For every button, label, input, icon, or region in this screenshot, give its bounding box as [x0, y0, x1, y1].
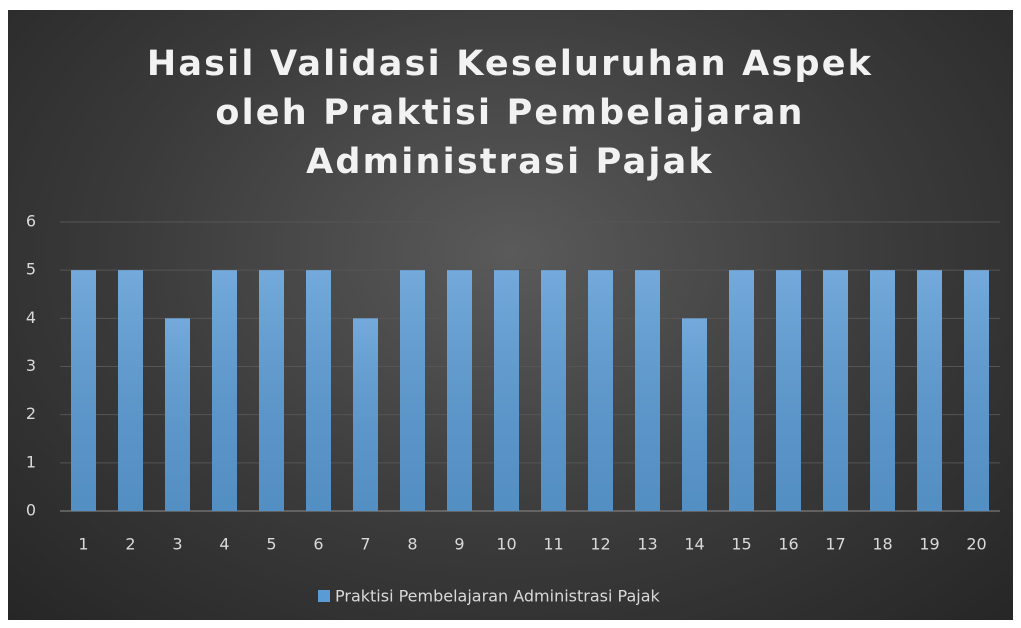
bar-shade — [917, 270, 942, 511]
bar-shade — [964, 270, 989, 511]
bar-shade — [259, 270, 284, 511]
x-tick-label: 11 — [543, 535, 563, 554]
bar-shade — [165, 318, 190, 511]
y-tick-label: 4 — [26, 308, 36, 327]
y-tick-label: 1 — [26, 452, 36, 471]
y-tick-label: 0 — [26, 501, 36, 520]
bar-shade — [494, 270, 519, 511]
x-tick-label: 12 — [590, 535, 610, 554]
bar-shade — [212, 270, 237, 511]
bar-shade — [447, 270, 472, 511]
x-tick-label: 13 — [637, 535, 657, 554]
x-tick-label: 3 — [172, 535, 182, 554]
x-tick-label: 1 — [78, 535, 88, 554]
bar-shade — [118, 270, 143, 511]
x-tick-label: 20 — [966, 535, 986, 554]
chart-frame: Hasil Validasi Keseluruhan Aspek oleh Pr… — [8, 10, 1013, 620]
x-tick-label: 10 — [496, 535, 516, 554]
bar-shade — [635, 270, 660, 511]
x-tick-label: 4 — [219, 535, 229, 554]
legend-swatch — [318, 590, 330, 602]
x-tick-label: 2 — [125, 535, 135, 554]
chart-title: Hasil Validasi Keseluruhan Aspek oleh Pr… — [146, 44, 874, 182]
legend-label: Praktisi Pembelajaran Administrasi Pajak — [335, 587, 661, 606]
x-tick-label: 8 — [407, 535, 417, 554]
y-tick-label: 3 — [26, 356, 36, 375]
x-tick-label: 14 — [684, 535, 704, 554]
x-tick-label: 19 — [919, 535, 939, 554]
bar-shade — [588, 270, 613, 511]
x-tick-label: 6 — [313, 535, 323, 554]
y-tick-label: 2 — [26, 404, 36, 423]
y-tick-label: 6 — [26, 212, 36, 231]
bar-shade — [71, 270, 96, 511]
x-tick-label: 5 — [266, 535, 276, 554]
bar-shade — [729, 270, 754, 511]
x-tick-label: 9 — [454, 535, 464, 554]
x-tick-label: 18 — [872, 535, 892, 554]
bar-shade — [682, 318, 707, 511]
x-tick-label: 15 — [731, 535, 751, 554]
y-tick-label: 5 — [26, 260, 36, 279]
x-tick-label: 16 — [778, 535, 798, 554]
x-tick-label: 17 — [825, 535, 845, 554]
bar-shade — [541, 270, 566, 511]
bar-shade — [823, 270, 848, 511]
bar-shade — [306, 270, 331, 511]
bar-shade — [776, 270, 801, 511]
bar-shade — [353, 318, 378, 511]
bar-shade — [400, 270, 425, 511]
bar-shade — [870, 270, 895, 511]
x-tick-label: 7 — [360, 535, 370, 554]
